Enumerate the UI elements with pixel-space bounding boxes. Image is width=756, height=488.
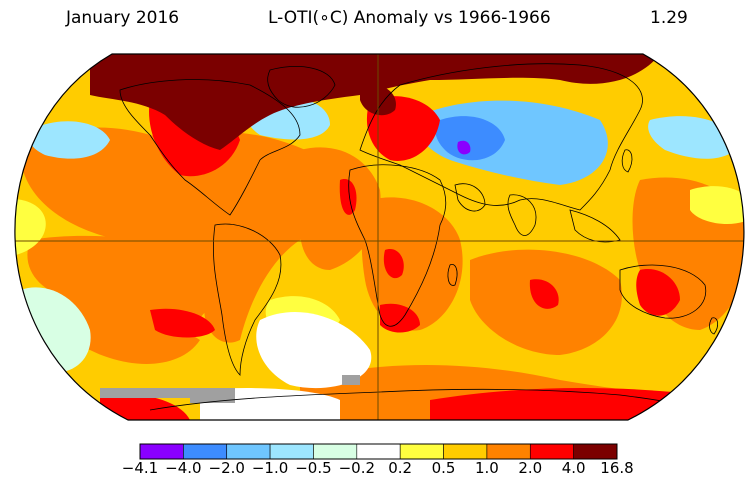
colorbar-tick: 4.0	[561, 459, 586, 477]
colorbar-cell	[486, 443, 531, 460]
zone-cool-north-pacific	[28, 121, 110, 159]
coastline-africa	[348, 164, 447, 327]
coastline-madagascar	[447, 263, 458, 286]
coastlines	[119, 63, 721, 416]
global-mean-value: 1.29	[650, 8, 688, 28]
coastline-india	[507, 194, 537, 236]
zone-missing-data-antarctica	[100, 388, 235, 403]
colorbar-cell	[573, 443, 618, 460]
colorbar-cells	[139, 443, 618, 460]
zone-red-australia	[636, 269, 680, 316]
colorbar-tick: −4.0	[165, 459, 202, 477]
colorbar-tick: 0.5	[431, 459, 456, 477]
coastline-antarctica	[149, 388, 721, 416]
anomaly-map	[14, 53, 745, 421]
coastline-southeast-asia	[569, 209, 621, 243]
coastline-north-america	[119, 79, 301, 216]
zone-yellow-east	[690, 186, 744, 225]
anomaly-field	[14, 54, 744, 420]
zone-very-cool-central-asia	[435, 116, 505, 161]
zone-red-west-africa	[339, 179, 357, 215]
colorbar-cell	[443, 443, 488, 460]
colorbar-tick: 1.0	[474, 459, 499, 477]
title-row: January 2016 L-OTI(∘C) Anomaly vs 1966-1…	[0, 8, 756, 32]
coastline-eurasia	[359, 63, 643, 211]
zone-missing-data-weddell	[342, 375, 360, 385]
colorbar-cell	[529, 443, 574, 460]
zone-red-south-america	[150, 308, 215, 338]
colorbar-cell	[269, 443, 314, 460]
colorbar-tick: −1.0	[251, 459, 289, 477]
colorbar-cell	[399, 443, 444, 460]
colorbar-tick: 0.2	[388, 459, 413, 477]
colorbar-cell	[313, 443, 358, 460]
zone-south-pacific-orange	[56, 300, 200, 364]
coastline-greenland	[267, 66, 336, 108]
map-date: January 2016	[66, 8, 180, 28]
colorbar-tick: −4.1	[121, 459, 159, 477]
colorbar-tick: −2.0	[208, 459, 245, 477]
coastline-australia	[619, 264, 707, 319]
coastline-south-america	[213, 223, 282, 376]
colorbar-cell	[139, 443, 184, 460]
zone-atlantic-orange	[294, 147, 381, 270]
colorbar-tick: 2.0	[518, 459, 543, 477]
colorbar-tick: −0.5	[295, 459, 332, 477]
zone-cool-south-atlantic	[256, 311, 372, 389]
zone-red-southern-africa	[380, 303, 420, 333]
zone-red-southern-ocean	[430, 388, 720, 420]
colorbar-tick: −0.2	[338, 459, 376, 477]
zone-tropical-pacific-orange	[27, 235, 219, 333]
zone-africa-orange	[361, 197, 463, 331]
coastline-arabian-peninsula	[454, 183, 486, 212]
colorbar-cell	[183, 443, 228, 460]
globe-outline	[14, 53, 745, 421]
colorbar-frame	[139, 443, 618, 460]
coastline-japan	[621, 149, 633, 173]
zone-coldest-spot	[457, 140, 471, 155]
zone-darkred-arctic	[90, 54, 660, 150]
colorbar-tick: 16.8	[600, 459, 634, 477]
zone-red-antarctic-west	[100, 393, 190, 420]
colorbar	[139, 443, 618, 460]
zone-red-central-africa	[383, 249, 404, 279]
colorbar-cell	[356, 443, 401, 460]
map-title: L-OTI(∘C) Anomaly vs 1966-1966	[268, 8, 551, 28]
zone-yellow-west	[14, 199, 46, 257]
zone-red-indian-ocean	[529, 279, 559, 309]
coastline-new-zealand	[709, 317, 718, 335]
colorbar-cell	[226, 443, 271, 460]
